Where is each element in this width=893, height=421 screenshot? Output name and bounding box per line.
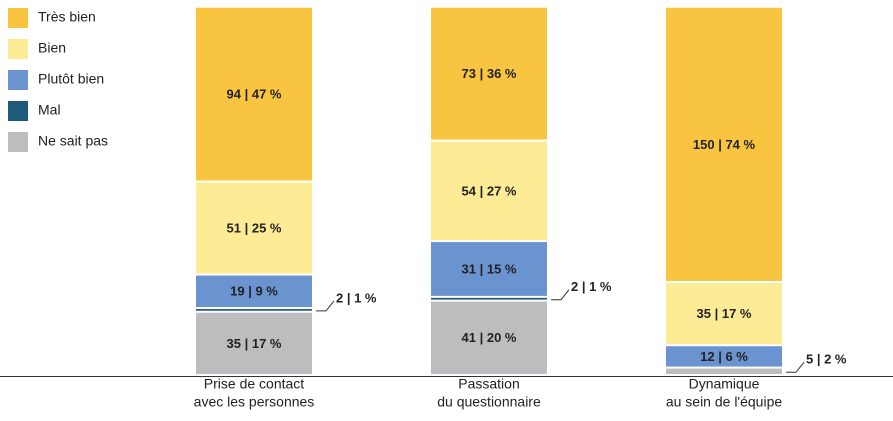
value-label: 5 | 2 %: [806, 352, 847, 367]
bar-segment: [431, 7, 547, 140]
legend-swatch: [8, 39, 28, 59]
bar-segment: [431, 242, 547, 296]
bar-segment: [666, 283, 782, 345]
x-tick-label: du questionnaire: [437, 394, 541, 410]
legend-label: Mal: [38, 102, 61, 118]
value-label: 35 | 17 %: [227, 336, 282, 351]
value-label: 2 | 1 %: [336, 290, 377, 305]
value-label: 12 | 6 %: [700, 349, 748, 364]
bar-segment: [196, 275, 312, 308]
value-label: 19 | 9 %: [230, 284, 278, 299]
bar-segment: [431, 141, 547, 241]
bar-segment: [431, 301, 547, 374]
legend-swatch: [8, 8, 28, 28]
value-label: 73 | 36 %: [462, 66, 517, 81]
x-tick-label: Passation: [458, 376, 519, 392]
value-label: 31 | 15 %: [462, 261, 517, 276]
legend-swatch: [8, 70, 28, 90]
legend-label: Bien: [38, 40, 66, 56]
bar-segment: [196, 182, 312, 274]
bar-segment: [666, 7, 782, 281]
value-label: 51 | 25 %: [227, 220, 282, 235]
bar-segment: [196, 309, 312, 311]
value-label: 94 | 47 %: [227, 87, 282, 102]
value-label: 150 | 74 %: [693, 137, 756, 152]
legend-label: Ne sait pas: [38, 133, 108, 149]
x-tick-label: avec les personnes: [194, 394, 315, 410]
leader-line: [551, 289, 570, 301]
bar-segment: [196, 312, 312, 374]
x-tick-label: Prise de contact: [204, 376, 304, 392]
legend-swatch: [8, 132, 28, 152]
legend-label: Plutôt bien: [38, 71, 104, 87]
legend-swatch: [8, 101, 28, 121]
legend-label: Très bien: [38, 9, 96, 25]
value-label: 35 | 17 %: [697, 306, 752, 321]
bar-segment: [666, 368, 782, 374]
x-tick-label: Dynamique: [689, 376, 760, 392]
bar-segment: [196, 7, 312, 181]
leader-line: [316, 300, 335, 312]
bar-segment: [666, 346, 782, 367]
value-label: 41 | 20 %: [462, 330, 517, 345]
leader-line: [786, 361, 805, 373]
x-tick-label: au sein de l'équipe: [666, 394, 783, 410]
value-label: 54 | 27 %: [462, 183, 517, 198]
value-label: 2 | 1 %: [571, 279, 612, 294]
bar-segment: [431, 297, 547, 300]
